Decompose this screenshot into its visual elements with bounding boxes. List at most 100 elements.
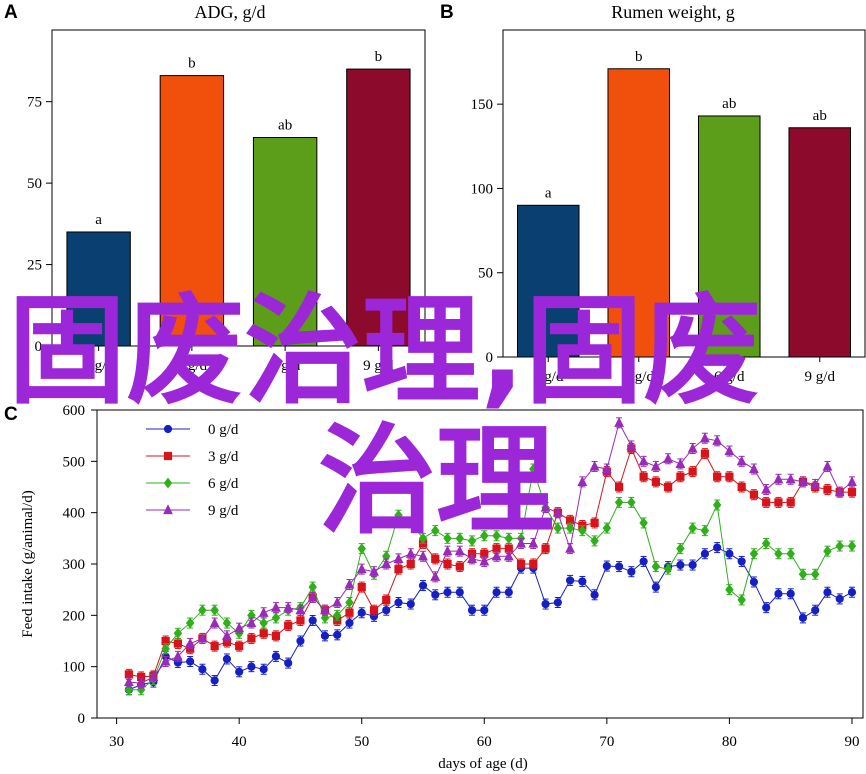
panel-c-data-point — [578, 577, 587, 586]
panel-c-data-point — [590, 535, 599, 547]
panel-c-data-point — [847, 476, 857, 486]
panel-c-data-point — [356, 563, 367, 574]
panel-c-data-point — [234, 622, 245, 633]
panel-c-data-point — [835, 540, 844, 552]
panel-b-bar — [788, 127, 852, 358]
panel-c-letter: C — [4, 404, 18, 425]
panel-a-y-tick-label: 75 — [27, 95, 42, 111]
panel-c-data-point — [467, 606, 477, 615]
legend-label: 0 g/d — [208, 422, 239, 438]
panel-c-data-point — [663, 563, 673, 575]
panel-c-data-point — [541, 544, 550, 553]
panel-c-x-tick-label: 50 — [354, 734, 369, 750]
panel-c-data-point — [442, 545, 453, 556]
panel-c-data-point — [454, 545, 465, 556]
panel-b-y-tick-label: 50 — [478, 266, 493, 282]
panel-c-data-point — [712, 499, 722, 511]
panel-c-data-point — [345, 608, 354, 617]
panel-c-data-point — [553, 522, 563, 534]
panel-c-data-point — [222, 654, 232, 664]
panel-c-data-point — [785, 473, 796, 484]
panel-c-data-point — [357, 543, 366, 555]
panel-c-data-point — [210, 642, 219, 651]
panel-c-data-point — [308, 581, 317, 593]
panel-c-data-point — [578, 525, 587, 537]
panel-c-data-point — [198, 665, 207, 674]
panel-c-data-point — [333, 630, 342, 639]
panel-c-data-point — [577, 476, 588, 486]
panel-c-data-point — [357, 608, 366, 617]
legend-label: 3 g/d — [208, 449, 239, 465]
panel-c-data-point — [736, 455, 747, 466]
panel-c-data-point — [161, 643, 170, 655]
panel-c-data-point — [602, 522, 612, 534]
panel-c-series-3 — [123, 417, 857, 689]
panel-c-data-point — [676, 472, 685, 481]
panel-c-data-point — [345, 597, 354, 608]
panel-c-data-point — [271, 652, 281, 661]
panel-c-data-point — [761, 483, 772, 494]
panel-c-data-point — [810, 568, 820, 580]
panel-c-data-point — [307, 591, 318, 602]
panel-c-data-point — [394, 565, 403, 574]
panel-c-data-point — [405, 548, 416, 558]
panel-c-data-point — [700, 449, 709, 458]
panel-c-data-point — [295, 604, 306, 615]
panel-c-data-point — [431, 590, 440, 599]
panel-c-data-point — [847, 488, 857, 497]
panel-c-data-point — [688, 522, 697, 534]
panel-c-data-point — [676, 543, 685, 555]
panel-c-data-point — [675, 458, 686, 468]
panel-c-y-tick-label: 0 — [78, 711, 86, 727]
panel-c-data-point — [553, 598, 562, 607]
panel-c-data-point — [382, 595, 391, 605]
panel-c-data-point — [443, 588, 452, 597]
panel-c-data-point — [271, 612, 281, 624]
panel-c-data-point — [786, 498, 795, 507]
panel-c-x-tick-label: 30 — [109, 734, 124, 750]
panel-c-data-point — [737, 557, 746, 566]
legend-label: 6 g/d — [208, 476, 239, 492]
panel-c-data-point — [247, 634, 256, 643]
panel-b-bar — [697, 115, 761, 358]
panel-c-data-point — [590, 590, 599, 599]
panel-a-significance-label: b — [188, 56, 196, 72]
panel-c-data-point — [749, 490, 759, 499]
legend-swatch-marker — [163, 424, 173, 434]
panel-c-data-point — [713, 543, 722, 552]
panel-c-data-point — [762, 603, 771, 612]
panel-c-data-point — [296, 616, 305, 625]
panel-a-plot-frame — [51, 29, 426, 347]
panel-c-data-point — [615, 482, 624, 492]
panel-c-data-point — [503, 550, 514, 561]
panel-b-x-tick-label: 6 g/d — [714, 369, 745, 385]
panel-b-title: Rumen weight, g — [611, 2, 735, 22]
panel-c-data-point — [761, 538, 771, 549]
panel-c-data-point — [492, 530, 501, 542]
panel-b-letter: B — [440, 2, 454, 23]
panel-c-series-0 — [124, 542, 857, 696]
panel-b-bar — [516, 204, 580, 358]
panel-c-x-tick-label: 70 — [599, 734, 614, 750]
legend-swatch-marker — [163, 504, 173, 515]
panel-c-data-point — [369, 565, 379, 576]
panel-b-bar-chart: B Rumen weight, g 0 50 100 150 a 0 g/d b 3 g/d a… — [440, 2, 866, 385]
panel-a-y-tick-label: 50 — [27, 176, 42, 192]
panel-c-data-point — [504, 532, 514, 544]
panel-c-data-point — [430, 571, 441, 581]
panel-c-line-chart: C days of age (d) Feed intake (g/animal/… — [4, 403, 864, 772]
panel-c-data-point — [283, 601, 294, 612]
panel-c-data-point — [602, 561, 611, 571]
panel-c-data-point — [601, 463, 612, 474]
panel-c-data-point — [381, 558, 392, 569]
panel-a-bar — [159, 75, 225, 347]
panel-c-data-point — [639, 472, 648, 481]
panel-b-significance-label: a — [545, 185, 552, 201]
panel-b-plot-frame — [502, 29, 866, 358]
panel-c-data-point — [651, 477, 660, 486]
panel-b-significance-label: b — [635, 49, 643, 65]
panel-c-data-point — [798, 476, 808, 486]
panel-c-data-point — [308, 616, 317, 625]
legend-swatch-marker — [163, 477, 173, 489]
panel-b-y-tick-label: 0 — [486, 350, 494, 366]
